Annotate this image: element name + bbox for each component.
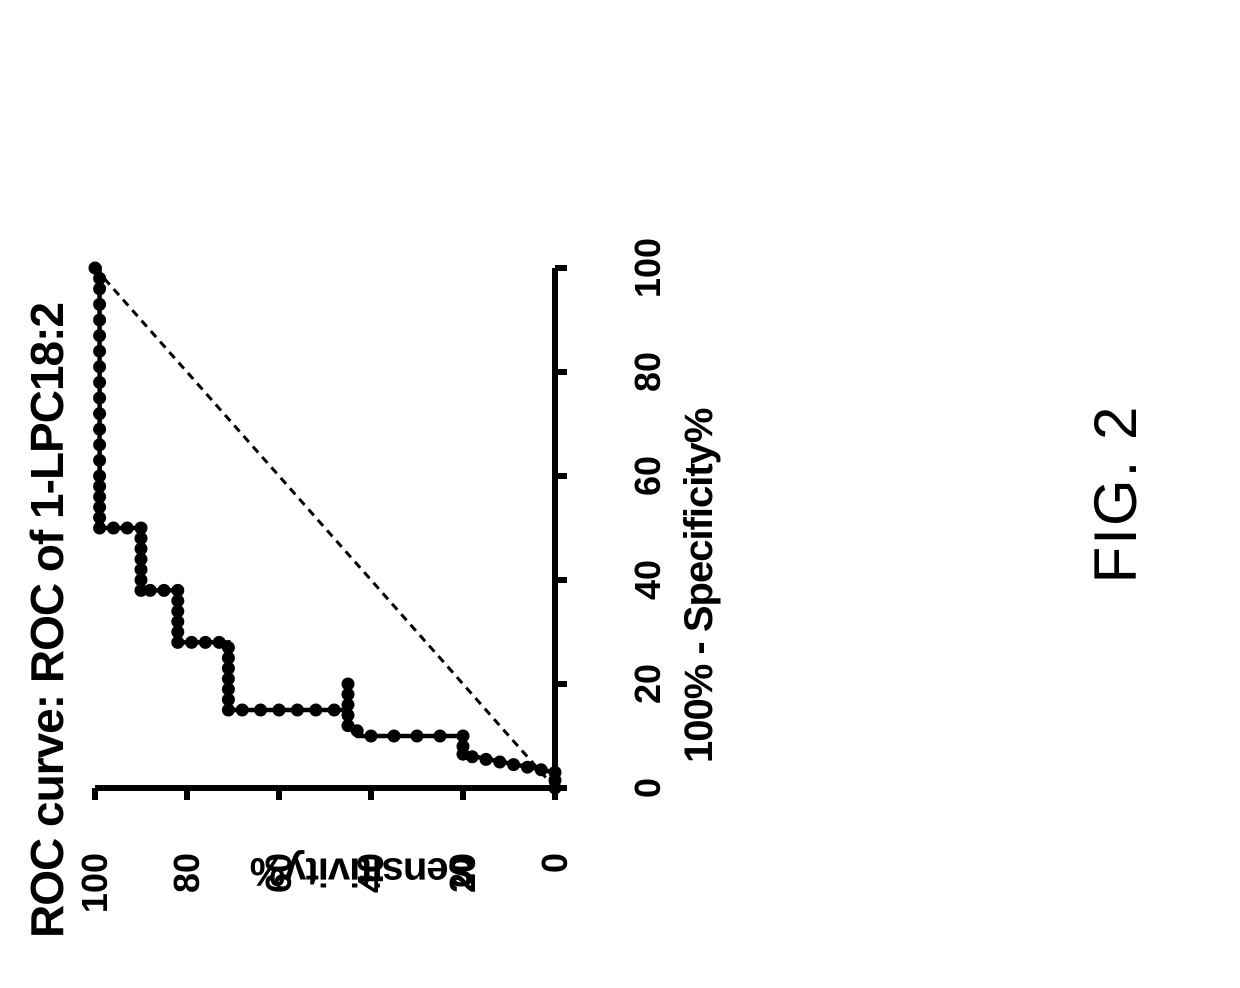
y-tick-label: 80 <box>166 853 208 893</box>
y-tick-label: 60 <box>258 853 300 893</box>
x-tick-label: 80 <box>627 352 669 392</box>
y-tick-label: 100 <box>74 853 116 913</box>
y-tick-label: 20 <box>442 853 484 893</box>
x-tick-label: 0 <box>627 778 669 798</box>
roc-plot-svg <box>85 248 605 848</box>
figure-label: FIG. 2 <box>1081 405 1150 584</box>
x-tick-label: 100 <box>627 238 669 298</box>
y-tick-label: 0 <box>534 853 576 873</box>
x-tick-label: 60 <box>627 456 669 496</box>
roc-markers <box>89 262 562 795</box>
x-tick-label: 40 <box>627 560 669 600</box>
x-axis-label: 100% - Specificity% <box>677 409 722 764</box>
x-tick-labels: 020406080100 <box>627 248 667 848</box>
y-tick-label: 40 <box>350 853 392 893</box>
rotated-figure-container: ROC curve: ROC of 1-LPC18:2 Sensitivity%… <box>0 0 1240 988</box>
chart-title: ROC curve: ROC of 1-LPC18:2 <box>20 303 74 938</box>
roc-chart: ROC curve: ROC of 1-LPC18:2 Sensitivity%… <box>30 128 750 848</box>
y-tick-labels: 020406080100 <box>85 853 605 928</box>
x-tick-label: 20 <box>627 664 669 704</box>
